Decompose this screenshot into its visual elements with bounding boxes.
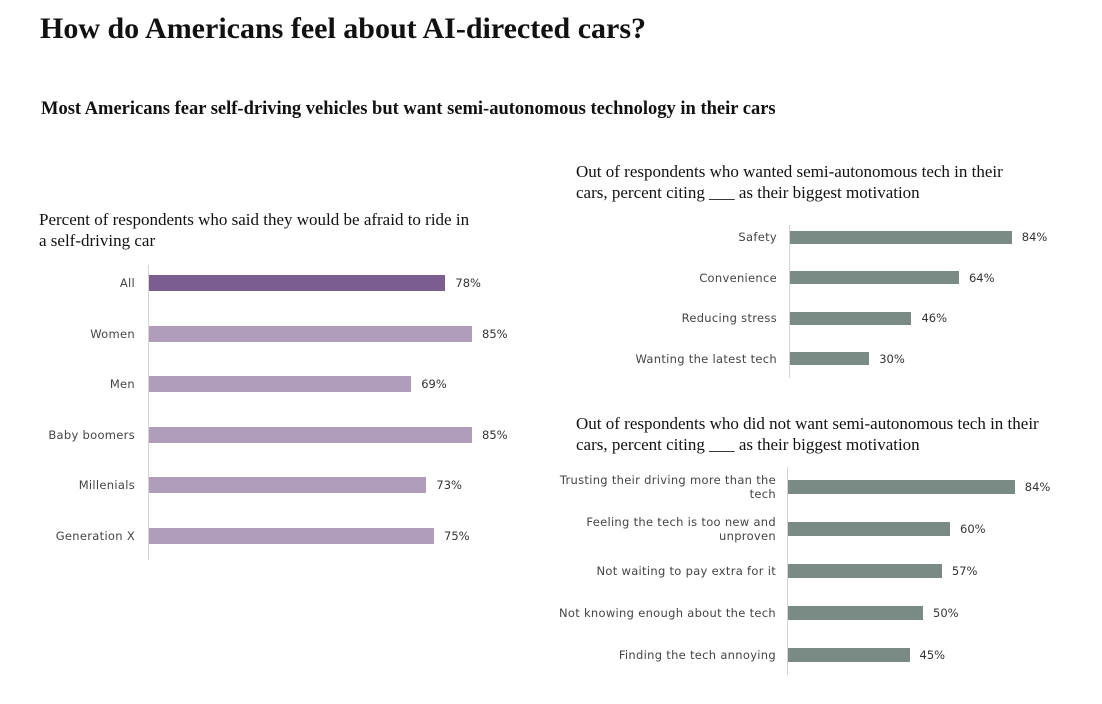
page-subtitle: Most Americans fear self-driving vehicle…: [41, 99, 776, 119]
category-label: Finding the tech annoying: [618, 648, 776, 662]
bar: [788, 522, 950, 536]
page-title: How do Americans feel about AI-directed …: [40, 12, 647, 45]
bar: [149, 426, 472, 443]
category-label: Safety: [738, 230, 777, 244]
data-label: 84%: [1024, 480, 1051, 494]
category-label: Millenials: [78, 478, 135, 493]
data-label: 60%: [960, 522, 986, 536]
category-label: Convenience: [699, 270, 777, 285]
data-label: 57%: [951, 564, 978, 578]
bar: [790, 352, 870, 365]
category-label: Baby boomers: [48, 427, 135, 442]
category-label: Men: [109, 377, 135, 392]
data-label: 75%: [444, 529, 470, 543]
bar: [788, 648, 910, 662]
bar: [149, 275, 446, 291]
chart-title: Out of respondents who did not want semi…: [576, 414, 1039, 454]
category-label: Women: [90, 326, 135, 341]
bar: [149, 477, 427, 494]
bar: [149, 528, 434, 544]
data-label: 85%: [482, 326, 508, 341]
category-label: Trusting their driving more than the tec…: [559, 473, 776, 501]
category-label: Generation X: [55, 529, 135, 543]
bar: [790, 230, 1012, 244]
category-label: Not waiting to pay extra for it: [596, 564, 776, 578]
category-label: Feeling the tech is too new and unproven: [586, 515, 776, 543]
bar: [788, 606, 923, 620]
y-axis-line: [148, 265, 149, 560]
chart-title: Percent of respondents who said they wou…: [39, 210, 470, 250]
data-label: 84%: [1021, 230, 1048, 244]
data-label: 45%: [919, 648, 946, 662]
data-label: 78%: [455, 276, 481, 290]
category-label: Reducing stress: [681, 311, 777, 325]
category-label: Not knowing enough about the tech: [558, 606, 776, 620]
chart-title: Out of respondents who wanted semi-auton…: [576, 162, 1003, 202]
category-label: All: [119, 276, 135, 290]
y-axis-line: [789, 225, 790, 378]
category-label: Wanting the latest tech: [635, 351, 777, 366]
bar: [788, 480, 1015, 494]
data-label: 46%: [921, 311, 947, 325]
bar: [149, 376, 412, 393]
data-label: 69%: [421, 377, 447, 392]
bar: [149, 325, 472, 342]
data-label: 85%: [482, 427, 508, 442]
y-axis-line: [787, 467, 788, 675]
data-label: 73%: [436, 478, 462, 493]
bar: [790, 311, 912, 325]
data-label: 50%: [933, 606, 959, 620]
data-label: 30%: [879, 351, 905, 366]
bar: [788, 564, 942, 578]
bar: [790, 271, 959, 284]
data-label: 64%: [968, 270, 995, 285]
